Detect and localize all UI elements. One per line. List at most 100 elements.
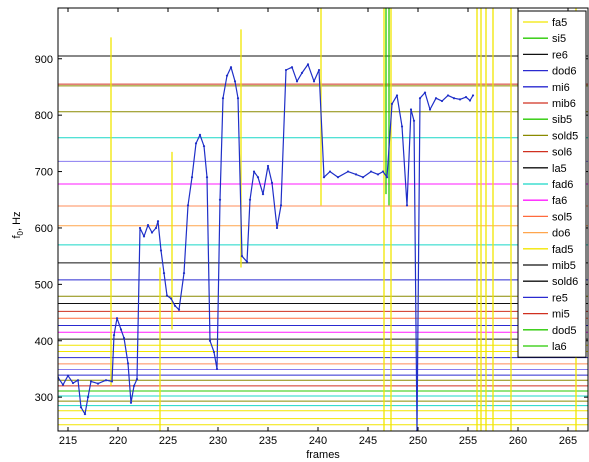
pitch-point-64 <box>317 68 321 72</box>
legend-label-re6: re6 <box>552 49 568 61</box>
pitch-point-91 <box>468 99 472 102</box>
plot-area <box>58 8 588 431</box>
x-tick-label-6: 245 <box>359 435 377 447</box>
pitch-point-38 <box>205 176 209 179</box>
pitch-point-17 <box>129 401 133 404</box>
pitch-point-68 <box>346 170 350 173</box>
y-axis-label: f0, Hz <box>11 211 25 238</box>
pitch-point-35 <box>194 142 198 145</box>
y-tick-label-4: 700 <box>35 167 53 179</box>
pitch-point-58 <box>284 68 288 72</box>
pitch-point-50 <box>248 198 252 201</box>
pitch-point-14 <box>119 328 123 331</box>
pitch-point-11 <box>110 380 114 383</box>
legend-label-mi6: mi6 <box>552 82 570 94</box>
x-tick-label-7: 250 <box>409 435 427 447</box>
pitch-point-59 <box>290 66 294 69</box>
legend-label-sold5: sold5 <box>552 130 578 142</box>
y-tick-label-3: 600 <box>35 223 53 235</box>
legend-label-mib5: mib5 <box>552 260 576 272</box>
legend-label-la6: la6 <box>552 341 567 353</box>
pitch-point-79 <box>409 108 413 111</box>
x-tick-label-10: 265 <box>559 435 577 447</box>
pitch-point-67 <box>336 176 340 179</box>
pitch-point-31 <box>177 308 181 311</box>
pitch-point-15 <box>122 336 126 340</box>
pitch-point-60 <box>295 80 299 83</box>
pitch-point-24 <box>154 226 158 230</box>
pitch-point-61 <box>300 71 304 74</box>
pitch-point-74 <box>385 176 389 179</box>
pitch-series <box>58 63 475 431</box>
x-tick-label-2: 225 <box>159 435 177 447</box>
pitch-point-6 <box>83 412 87 416</box>
pitch-point-57 <box>279 204 283 207</box>
pitch-point-69 <box>354 173 358 176</box>
pitch-point-92 <box>471 94 475 97</box>
x-tick-label-8: 255 <box>459 435 477 447</box>
pitch-point-7 <box>86 396 90 399</box>
legend-label-si5: si5 <box>552 33 566 45</box>
y-tick-label-5: 800 <box>35 110 53 122</box>
x-tick-label-1: 220 <box>109 435 127 447</box>
pitch-point-56 <box>275 226 279 230</box>
y-axis-label-subscript: 0 <box>16 230 25 235</box>
legend-label-dod6: dod6 <box>552 66 576 78</box>
pitch-point-25 <box>156 220 160 223</box>
pitch-point-42 <box>218 198 222 201</box>
pitch-point-48 <box>240 255 244 258</box>
pitch-point-54 <box>266 164 270 168</box>
pitch-point-9 <box>96 382 100 385</box>
pitch-point-36 <box>198 133 202 136</box>
pitch-point-66 <box>328 170 332 173</box>
legend-label-re5: re5 <box>552 292 568 304</box>
pitch-point-3 <box>71 381 75 385</box>
pitch-point-26 <box>159 249 163 252</box>
pitch-point-65 <box>322 176 326 179</box>
legend-label-fa6: fa6 <box>552 195 567 207</box>
x-tick-label-0: 215 <box>59 435 77 447</box>
pitch-point-29 <box>169 297 173 300</box>
legend: fa5 si5 re6 dod6 mi6 mib6 sib5 sold5 sol6 la5 fad6… <box>517 10 587 358</box>
legend-label-sol6: sol6 <box>552 147 572 159</box>
pitch-point-75 <box>390 102 394 105</box>
pitch-point-2 <box>66 374 70 377</box>
pitch-point-80 <box>412 119 416 122</box>
pitch-point-72 <box>376 173 380 176</box>
pitch-point-43 <box>221 97 225 100</box>
pitch-point-8 <box>89 380 93 383</box>
pitch-point-33 <box>186 204 190 207</box>
legend-label-fa5: fa5 <box>552 17 567 29</box>
pitch-point-70 <box>361 176 365 179</box>
pitch-point-41 <box>215 367 219 371</box>
pitch-point-13 <box>115 317 119 320</box>
pitch-point-34 <box>190 176 194 179</box>
pitch-point-88 <box>452 97 456 100</box>
legend-label-sold6: sold6 <box>552 276 578 288</box>
pitch-point-62 <box>306 63 310 66</box>
pitch-point-16 <box>126 362 130 365</box>
legend-label-do6: do6 <box>552 228 570 240</box>
pitch-point-63 <box>312 80 316 83</box>
pitch-point-77 <box>400 125 404 128</box>
pitch-point-47 <box>236 97 240 100</box>
legend-label-fad5: fad5 <box>552 244 573 256</box>
note-level-lines <box>58 55 588 426</box>
pitch-point-85 <box>434 97 438 100</box>
x-tick-label-4: 235 <box>259 435 277 447</box>
y-tick-label-6: 900 <box>35 54 53 66</box>
pitch-point-21 <box>142 235 146 238</box>
x-axis-label: frames <box>306 449 340 461</box>
pitch-point-5 <box>79 406 83 409</box>
pitch-point-73 <box>381 170 385 173</box>
pitch-point-19 <box>135 378 139 381</box>
pitch-point-84 <box>428 108 432 111</box>
x-tick-label-3: 230 <box>209 435 227 447</box>
vertical-markers <box>110 8 577 431</box>
x-tick-label-9: 260 <box>509 435 527 447</box>
pitch-point-83 <box>423 91 427 94</box>
pitch-point-87 <box>446 94 450 97</box>
y-axis-label-suffix: , Hz <box>11 211 23 231</box>
